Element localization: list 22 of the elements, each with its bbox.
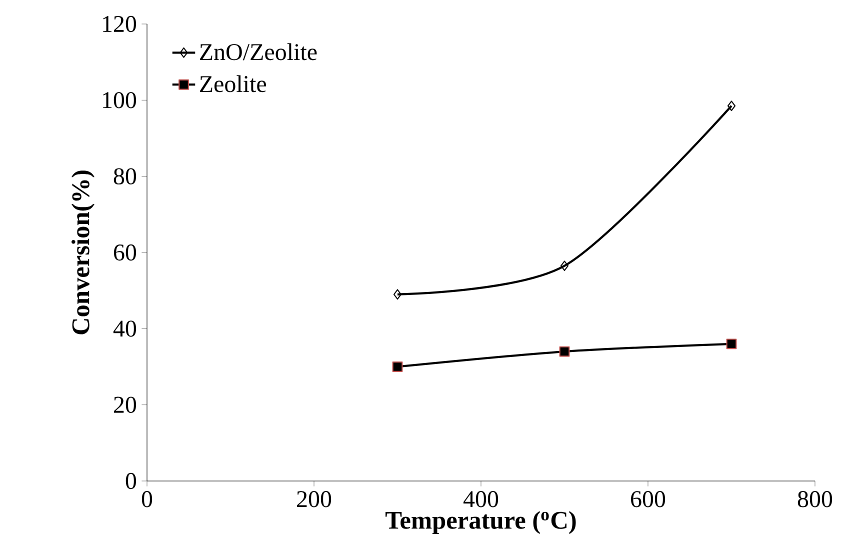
y-tick-label: 120: [103, 16, 136, 32]
x-tick-label: 600: [631, 490, 666, 507]
y-tick-label: 80: [114, 168, 136, 184]
x-tick-label: 0: [142, 490, 152, 507]
legend-label: Zeolite: [200, 75, 266, 92]
x-tick-label: 800: [798, 490, 832, 507]
point: [726, 338, 737, 349]
y-tick-label: 20: [114, 396, 136, 413]
y-tick-label: 100: [103, 92, 136, 108]
point: [727, 100, 736, 111]
y-axis-title: Conversion(%): [72, 170, 94, 334]
x-axis-title: Temperature ($^{o}$C): [386, 510, 576, 534]
point: [392, 361, 403, 372]
y-tick-label: 60: [114, 244, 136, 260]
x-tick-label: 200: [297, 490, 332, 507]
point: [559, 346, 570, 356]
point: [560, 260, 569, 271]
y-tick-label: 0: [126, 472, 136, 489]
y-tick-label: 40: [113, 320, 136, 337]
x-tick-label: 400: [463, 490, 498, 507]
legend-label: ZnO/Zeolite: [200, 43, 317, 60]
point: [393, 288, 402, 300]
